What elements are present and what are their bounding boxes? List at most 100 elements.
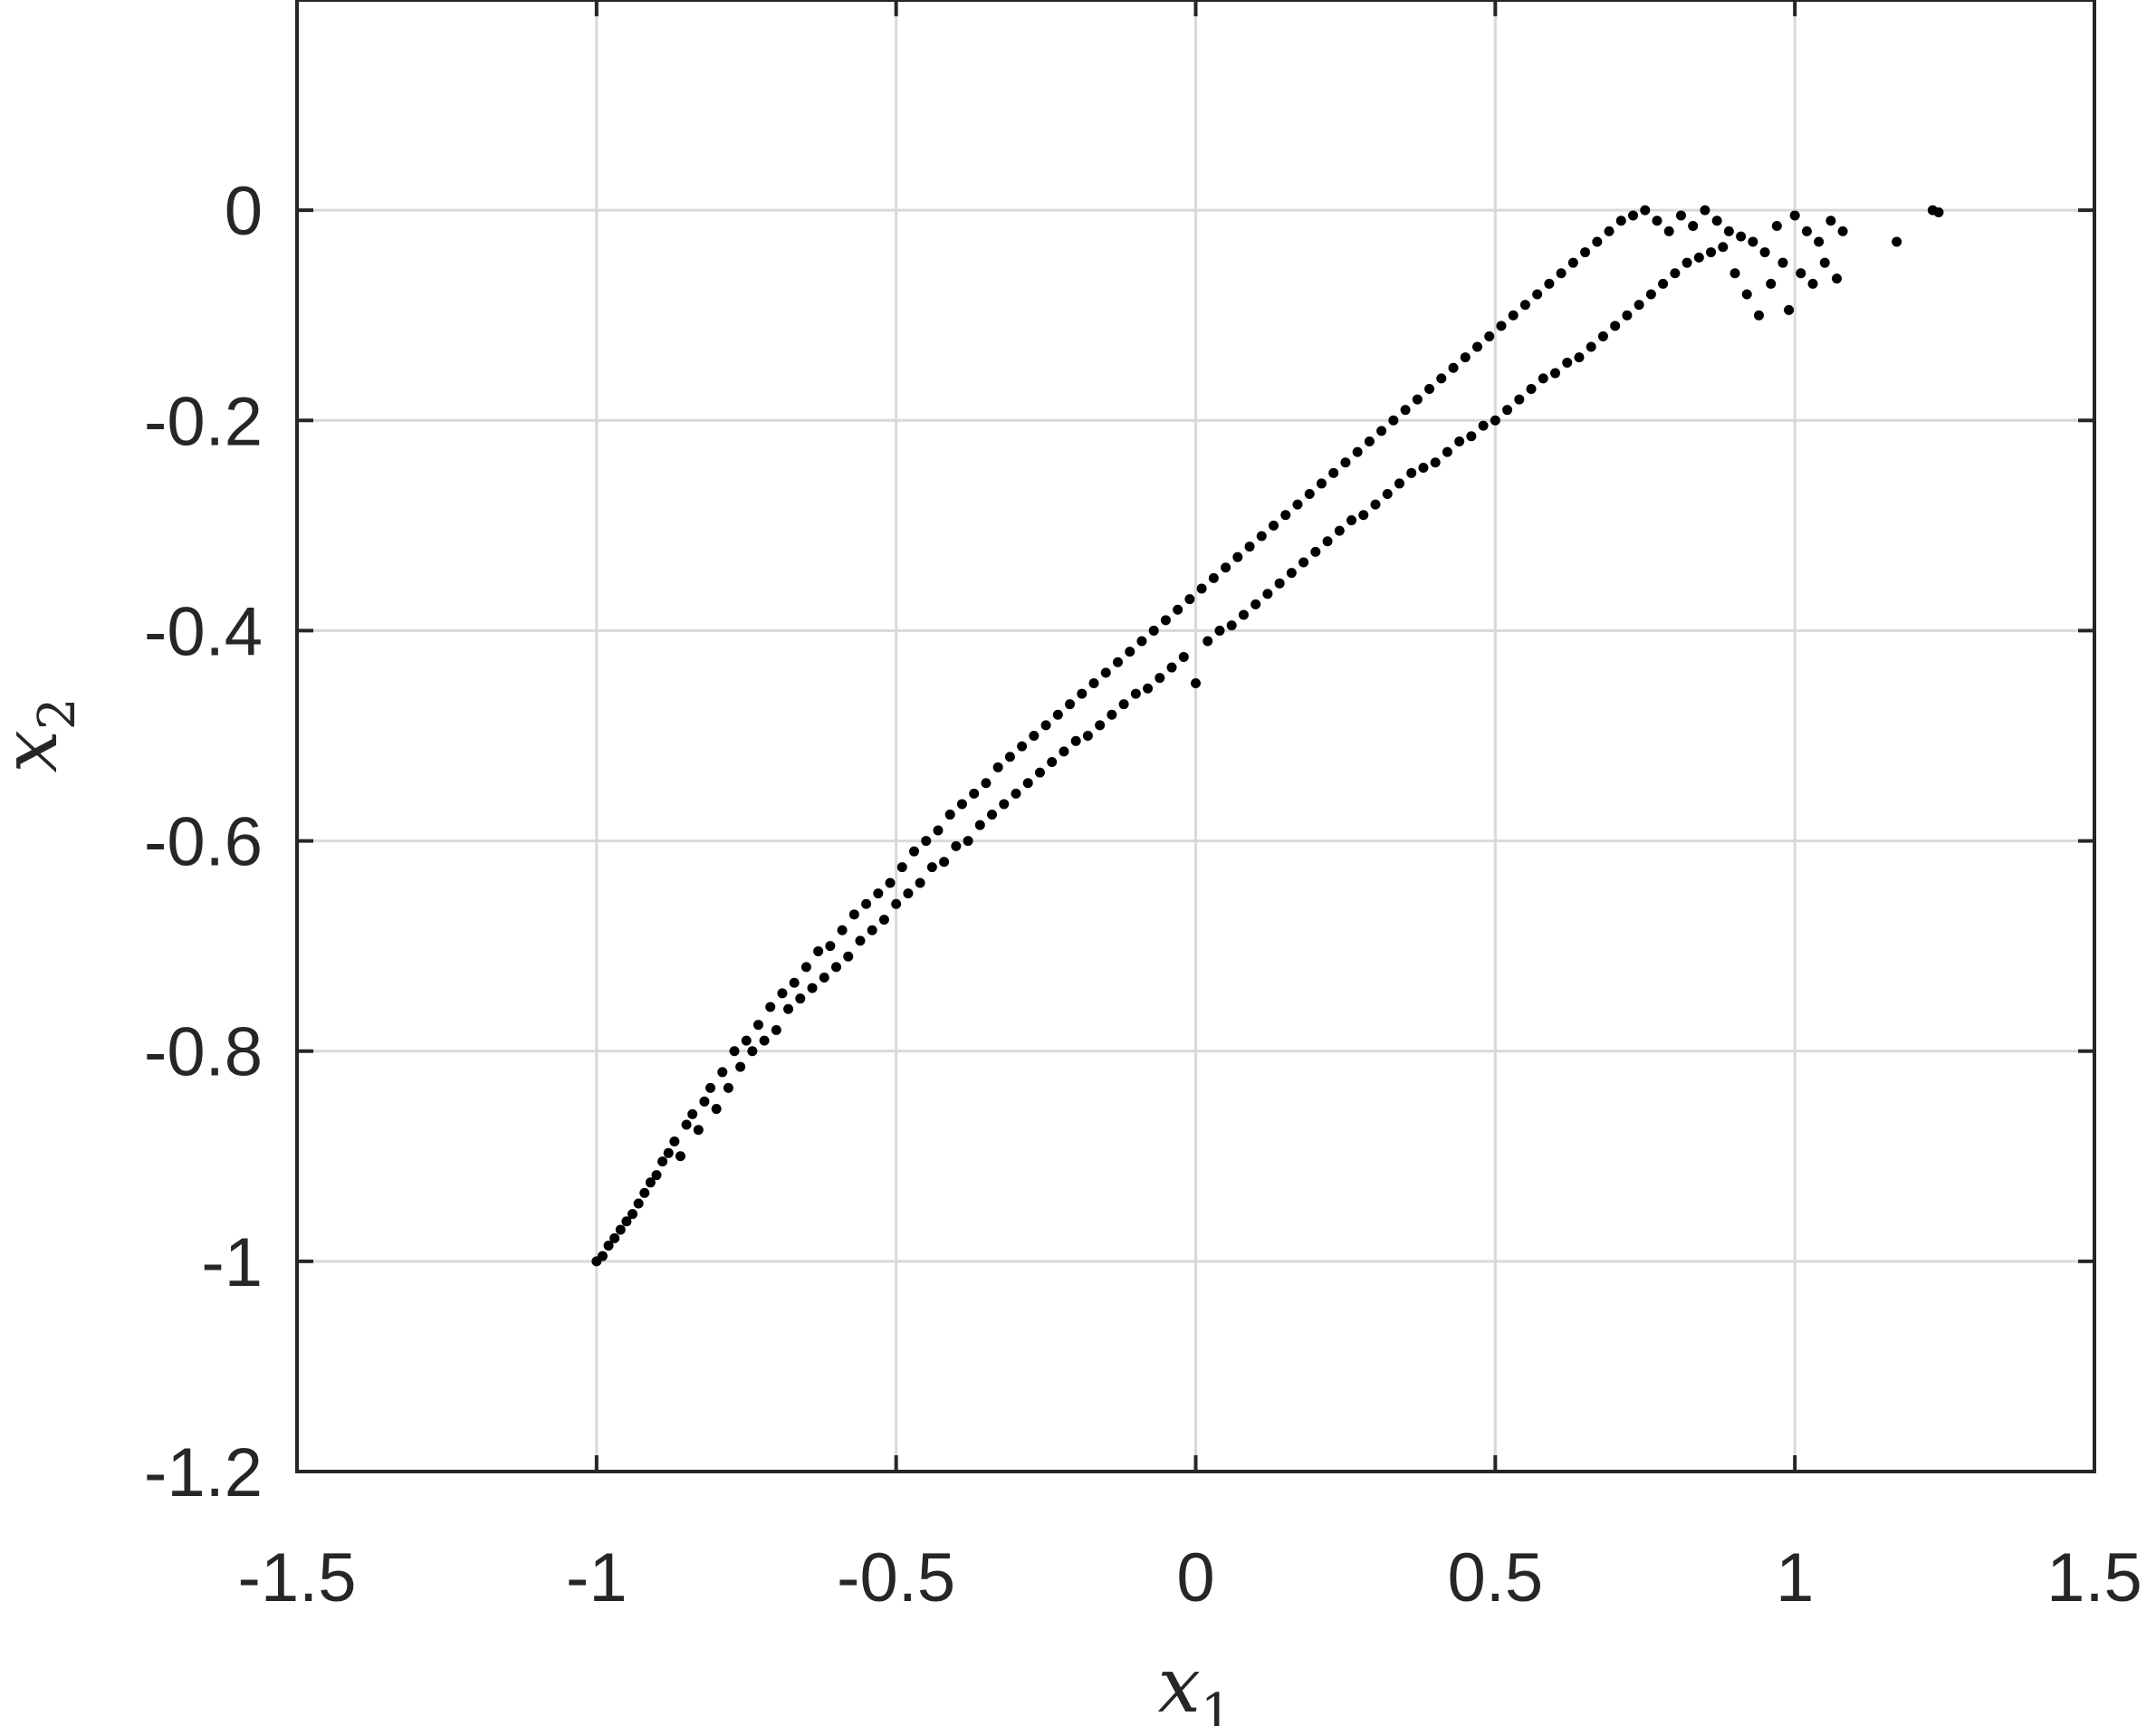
data-point xyxy=(1148,625,1159,636)
x-tick-label: -1 xyxy=(566,1539,628,1616)
data-point xyxy=(1280,510,1291,521)
data-point xyxy=(1125,647,1135,657)
data-point xyxy=(729,1046,740,1057)
data-point xyxy=(1622,310,1633,321)
data-point xyxy=(1502,405,1513,416)
data-point xyxy=(1478,420,1489,431)
data-point xyxy=(915,877,925,888)
data-point xyxy=(1316,478,1327,489)
data-point xyxy=(1819,257,1830,268)
data-point xyxy=(1796,268,1806,279)
data-point xyxy=(645,1177,656,1188)
data-point xyxy=(1454,436,1465,446)
data-point xyxy=(1490,415,1500,426)
data-point xyxy=(1112,657,1123,667)
data-point xyxy=(1328,467,1339,478)
data-point xyxy=(1436,373,1447,384)
data-point xyxy=(1017,741,1028,752)
data-point xyxy=(800,962,811,973)
data-point xyxy=(1346,515,1357,526)
data-point xyxy=(1484,331,1495,341)
data-point xyxy=(723,1082,733,1093)
data-point xyxy=(1784,304,1795,315)
data-point xyxy=(1394,478,1404,489)
data-point xyxy=(1430,457,1441,468)
data-point xyxy=(981,778,992,789)
data-point xyxy=(1130,688,1141,699)
data-point xyxy=(1388,415,1399,426)
data-point xyxy=(1460,352,1471,363)
data-point xyxy=(987,810,998,820)
data-point xyxy=(1269,520,1279,531)
data-point xyxy=(1496,321,1507,331)
data-point xyxy=(831,962,841,973)
data-point xyxy=(1136,636,1147,647)
data-point xyxy=(969,788,980,799)
data-point xyxy=(1442,446,1452,457)
data-point xyxy=(1693,252,1704,263)
data-point xyxy=(825,941,836,952)
data-point xyxy=(956,799,967,810)
data-point xyxy=(1814,236,1825,247)
data-point xyxy=(1748,236,1758,247)
data-point xyxy=(1412,394,1423,405)
data-point xyxy=(735,1061,746,1072)
y-axis-label: x2 xyxy=(0,697,87,772)
data-point xyxy=(1597,331,1608,341)
data-point xyxy=(1095,720,1106,731)
data-point xyxy=(681,1119,692,1130)
y-tick-label: -0.4 xyxy=(144,593,263,670)
data-point xyxy=(1753,310,1764,321)
data-point xyxy=(621,1216,632,1227)
data-point xyxy=(848,909,859,920)
data-point xyxy=(1178,651,1189,662)
data-point xyxy=(1040,720,1051,731)
data-point xyxy=(1334,525,1345,536)
data-point xyxy=(633,1198,644,1209)
y-tick-label: -0.8 xyxy=(144,1014,263,1091)
data-point xyxy=(1256,531,1267,542)
y-tick-label: -0.2 xyxy=(144,383,263,460)
data-point xyxy=(807,983,818,993)
data-point xyxy=(992,762,1003,772)
data-point xyxy=(933,825,944,836)
data-point xyxy=(896,862,907,873)
data-point xyxy=(603,1240,614,1251)
x-tick-labels: -1.5 -1 -0.5 0 0.5 1 1.5 xyxy=(238,1539,2142,1616)
data-point xyxy=(1322,536,1333,547)
data-point xyxy=(1766,278,1777,289)
data-point xyxy=(1640,205,1651,216)
data-point xyxy=(1723,225,1734,236)
data-point xyxy=(873,888,884,899)
data-point xyxy=(1221,562,1231,573)
data-point xyxy=(741,1035,752,1046)
data-point xyxy=(615,1224,626,1235)
data-points xyxy=(591,205,1944,1267)
data-point xyxy=(1100,667,1111,678)
data-point xyxy=(1418,463,1429,474)
data-point xyxy=(1370,499,1381,510)
data-point xyxy=(951,840,962,851)
data-point xyxy=(1706,247,1717,258)
data-point xyxy=(783,1003,794,1014)
tick-marks xyxy=(295,0,2096,1473)
data-point xyxy=(1052,709,1063,720)
y-tick-label: -1 xyxy=(201,1224,263,1301)
data-point xyxy=(1831,273,1842,284)
data-point xyxy=(1155,673,1165,684)
data-point xyxy=(1070,735,1081,746)
data-point xyxy=(1143,683,1154,694)
data-point xyxy=(861,898,872,909)
data-point xyxy=(747,1046,758,1057)
data-point xyxy=(1718,242,1729,253)
data-point xyxy=(1652,216,1663,226)
data-point xyxy=(1526,383,1537,394)
data-point xyxy=(1059,746,1069,757)
data-point xyxy=(1592,236,1603,247)
data-point xyxy=(1658,278,1669,289)
data-point xyxy=(1615,216,1626,226)
data-point xyxy=(1286,568,1297,579)
data-point xyxy=(813,945,824,956)
data-point xyxy=(1191,677,1201,688)
data-point xyxy=(1034,767,1045,778)
